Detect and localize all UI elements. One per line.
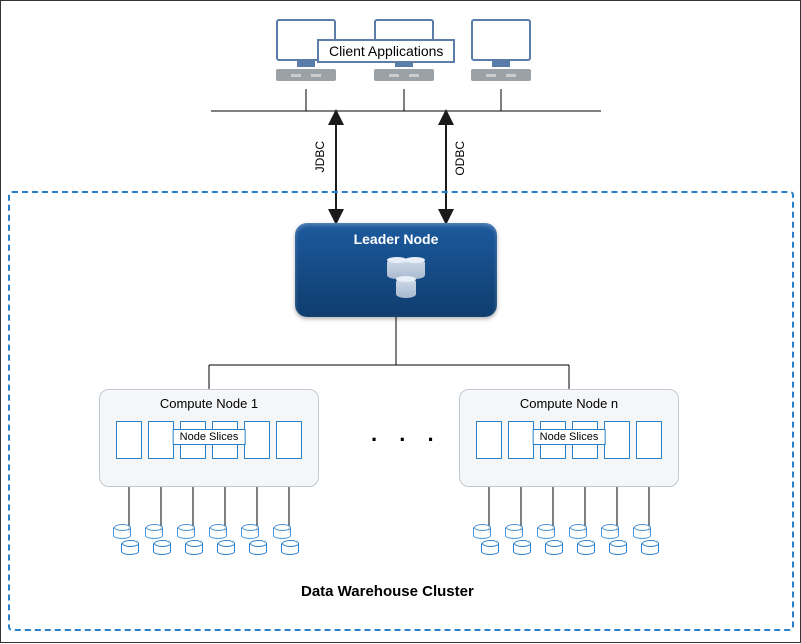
node-slice bbox=[244, 421, 270, 459]
storage-db-icon bbox=[601, 525, 619, 541]
slice-row: Node Slices bbox=[460, 421, 678, 459]
storage-db-icon bbox=[537, 525, 555, 541]
cluster-label: Data Warehouse Cluster bbox=[301, 583, 474, 600]
node-slice bbox=[476, 421, 502, 459]
node-slice bbox=[636, 421, 662, 459]
storage-db-icon bbox=[249, 541, 267, 557]
compute-node: Compute Node n Node Slices bbox=[459, 389, 679, 487]
storage-db-icon bbox=[209, 525, 227, 541]
ellipsis: . . . bbox=[371, 421, 442, 447]
storage-db-icon bbox=[217, 541, 235, 557]
storage-db-icon bbox=[577, 541, 595, 557]
storage-db-icon bbox=[185, 541, 203, 557]
storage-db-icon bbox=[505, 525, 523, 541]
storage-db-icon bbox=[281, 541, 299, 557]
node-slice bbox=[604, 421, 630, 459]
node-slice bbox=[508, 421, 534, 459]
storage-db-icon bbox=[473, 525, 491, 541]
jdbc-label: JDBC bbox=[313, 141, 327, 172]
node-slices-label: Node Slices bbox=[173, 429, 246, 445]
client-monitor-icon bbox=[466, 19, 536, 89]
node-slices-label: Node Slices bbox=[533, 429, 606, 445]
client-apps-label: Client Applications bbox=[317, 39, 455, 63]
compute-node-label: Compute Node 1 bbox=[100, 396, 318, 411]
storage-db-icon bbox=[513, 541, 531, 557]
node-slice bbox=[116, 421, 142, 459]
leader-db-icons bbox=[295, 253, 497, 303]
leader-node: Leader Node bbox=[295, 223, 497, 317]
storage-db-icon bbox=[241, 525, 259, 541]
storage-db-icon bbox=[145, 525, 163, 541]
storage-db-icon bbox=[113, 525, 131, 541]
storage-db-icon bbox=[641, 541, 659, 557]
leader-node-label: Leader Node bbox=[295, 231, 497, 247]
storage-db-icon bbox=[121, 541, 139, 557]
storage-db-icon bbox=[633, 525, 651, 541]
compute-node: Compute Node 1 Node Slices bbox=[99, 389, 319, 487]
storage-db-icon bbox=[609, 541, 627, 557]
database-icon bbox=[386, 274, 406, 298]
odbc-label: ODBC bbox=[453, 141, 467, 176]
compute-node-label: Compute Node n bbox=[460, 396, 678, 411]
node-slice bbox=[148, 421, 174, 459]
node-slice bbox=[276, 421, 302, 459]
slice-row: Node Slices bbox=[100, 421, 318, 459]
storage-db-icon bbox=[569, 525, 587, 541]
storage-db-icon bbox=[273, 525, 291, 541]
storage-db-icon bbox=[153, 541, 171, 557]
diagram-canvas: Client Applications JDBC ODBC Leader Nod… bbox=[0, 0, 801, 643]
storage-db-icon bbox=[481, 541, 499, 557]
storage-db-icon bbox=[177, 525, 195, 541]
storage-db-icon bbox=[545, 541, 563, 557]
